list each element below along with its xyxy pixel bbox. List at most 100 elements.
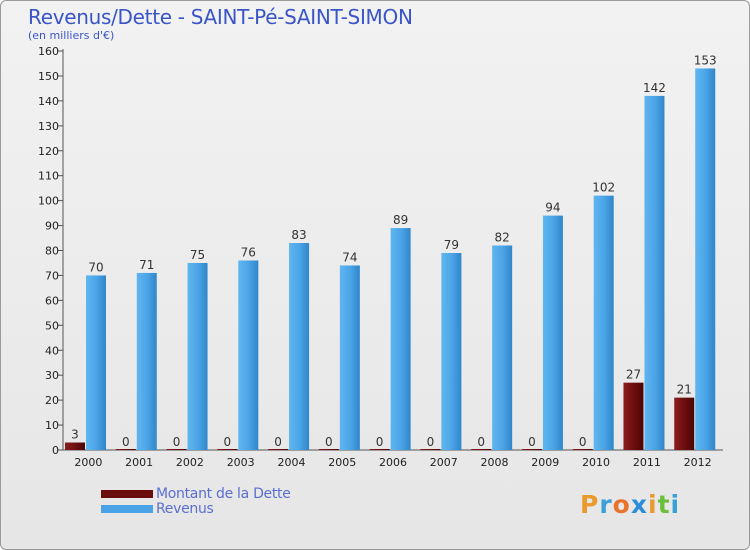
value-label-revenus: 102 <box>592 181 615 195</box>
value-label-dette: 0 <box>528 435 536 449</box>
logo-letter: i <box>648 490 658 519</box>
bar-dette <box>521 449 542 450</box>
y-tick-label: 30 <box>45 369 59 382</box>
x-tick-label: 2006 <box>379 456 407 469</box>
value-label-revenus: 94 <box>545 201 560 215</box>
bar-revenus <box>695 68 716 451</box>
x-tick-label: 2011 <box>633 456 661 469</box>
bar-revenus <box>542 215 563 450</box>
logo-letter: P <box>580 490 600 519</box>
bar-dette <box>268 449 289 450</box>
y-tick-label: 60 <box>45 294 59 307</box>
value-label-revenus: 83 <box>291 228 306 242</box>
bar-dette <box>318 449 339 450</box>
value-label-dette: 0 <box>579 435 587 449</box>
x-tick-label: 2007 <box>430 456 458 469</box>
bar-dette <box>623 382 644 450</box>
bar-revenus <box>492 245 513 450</box>
value-label-dette: 0 <box>325 435 333 449</box>
x-tick-label: 2001 <box>125 456 153 469</box>
legend-label-revenus: Revenus <box>156 501 214 517</box>
proxiti-logo: Proxiti <box>580 490 680 519</box>
value-label-revenus: 74 <box>342 250 357 264</box>
y-tick-label: 90 <box>45 220 59 233</box>
value-label-dette: 27 <box>626 368 641 382</box>
bar-revenus <box>187 262 208 450</box>
y-tick-label: 130 <box>38 120 59 133</box>
y-tick-label: 0 <box>52 444 59 457</box>
y-tick-label: 70 <box>45 269 59 282</box>
value-label-revenus: 89 <box>393 213 408 227</box>
legend-swatch-dette <box>101 490 153 498</box>
value-label-revenus: 75 <box>190 248 205 262</box>
bar-dette <box>217 449 238 450</box>
bar-dette <box>674 397 695 450</box>
y-tick-label: 120 <box>38 145 59 158</box>
x-tick-label: 2012 <box>684 456 712 469</box>
logo-letter: i <box>670 490 681 519</box>
legend-item-revenus: Revenus <box>101 501 214 517</box>
y-tick-label: 140 <box>38 95 59 108</box>
bar-revenus <box>339 265 360 450</box>
y-tick-label: 10 <box>45 419 59 432</box>
bar-revenus <box>136 272 157 450</box>
value-label-dette: 0 <box>173 435 181 449</box>
x-tick-label: 2010 <box>582 456 610 469</box>
bar-revenus <box>644 95 665 450</box>
bar-dette <box>65 442 85 450</box>
x-tick-label: 2003 <box>227 456 255 469</box>
y-tick-label: 150 <box>38 70 59 83</box>
y-tick-label: 160 <box>38 45 59 58</box>
x-tick-label: 2008 <box>481 456 509 469</box>
value-label-revenus: 70 <box>88 260 103 274</box>
y-tick-label: 80 <box>45 245 59 258</box>
bar-dette <box>369 449 390 450</box>
y-tick-label: 40 <box>45 344 59 357</box>
x-tick-label: 2009 <box>531 456 559 469</box>
bar-dette <box>166 449 187 450</box>
x-tick-label: 2005 <box>328 456 356 469</box>
value-label-dette: 21 <box>677 383 692 397</box>
value-label-dette: 0 <box>427 435 435 449</box>
value-label-revenus: 76 <box>241 245 256 259</box>
y-tick-label: 110 <box>38 170 59 183</box>
y-tick-label: 20 <box>45 394 59 407</box>
bar-revenus <box>593 195 614 450</box>
legend-label-dette: Montant de la Dette <box>156 486 291 502</box>
value-label-revenus: 71 <box>139 258 154 272</box>
chart-subtitle: (en milliers d'€) <box>28 29 115 42</box>
value-label-dette: 0 <box>477 435 485 449</box>
value-label-dette: 0 <box>376 435 384 449</box>
x-tick-label: 2000 <box>74 456 102 469</box>
value-label-revenus: 82 <box>495 231 510 245</box>
bar-dette <box>420 449 441 450</box>
bar-dette <box>115 449 136 450</box>
logo-letter: o <box>612 490 631 519</box>
bar-dette <box>572 449 593 450</box>
y-tick-label: 100 <box>38 195 59 208</box>
legend-swatch-revenus <box>101 505 153 513</box>
bar-revenus <box>238 260 259 450</box>
y-tick-label: 50 <box>45 319 59 332</box>
bar-revenus <box>289 243 310 450</box>
bar-revenus <box>390 228 411 450</box>
legend-item-dette: Montant de la Dette <box>101 486 291 502</box>
bar-dette <box>471 449 492 450</box>
value-label-dette: 0 <box>274 435 282 449</box>
value-label-revenus: 153 <box>694 53 717 67</box>
x-tick-label: 2002 <box>176 456 204 469</box>
value-label-revenus: 142 <box>643 81 666 95</box>
chart-title: Revenus/Dette - SAINT-Pé-SAINT-SIMON <box>28 5 413 29</box>
x-tick-label: 2004 <box>277 456 305 469</box>
bar-revenus <box>441 252 462 450</box>
value-label-dette: 0 <box>223 435 231 449</box>
logo-letter: r <box>599 490 613 519</box>
value-label-dette: 3 <box>71 428 79 442</box>
value-label-dette: 0 <box>122 435 130 449</box>
value-label-revenus: 79 <box>444 238 459 252</box>
logo-letter: x <box>630 490 648 519</box>
logo-letter: t <box>657 490 671 519</box>
bar-revenus <box>86 275 106 450</box>
